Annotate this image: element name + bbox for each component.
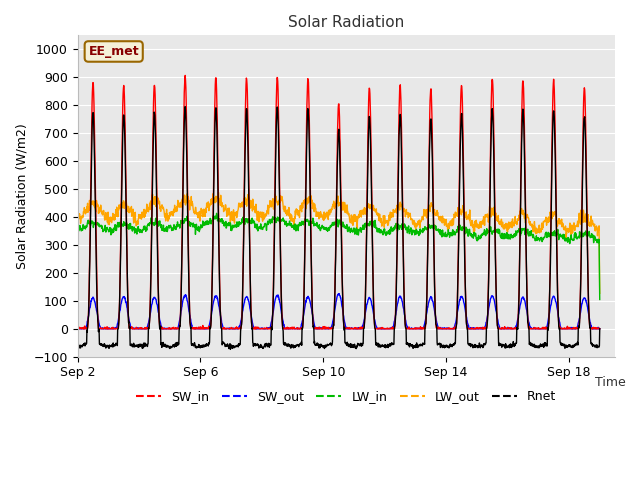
Text: Time: Time [595, 376, 626, 389]
Rnet [355, 341, 362, 347]
SW_out [74, 326, 82, 332]
Line: LW_out: LW_out [77, 192, 600, 293]
Rnet [227, 347, 234, 352]
SW_out [190, 326, 198, 332]
SW_in [88, 101, 96, 107]
Rnet [159, 343, 167, 349]
SW_in [181, 72, 189, 78]
Title: Solar Radiation: Solar Radiation [288, 15, 404, 30]
Text: EE_met: EE_met [88, 45, 139, 58]
SW_in [159, 326, 167, 332]
LW_in [189, 221, 197, 227]
LW_in [355, 232, 362, 238]
Legend: SW_in, SW_out, LW_in, LW_out, Rnet: SW_in, SW_out, LW_in, LW_out, Rnet [131, 385, 561, 408]
LW_out [481, 212, 489, 218]
LW_out [159, 205, 167, 211]
Rnet [88, 127, 96, 133]
SW_out [88, 296, 96, 301]
Line: Rnet: Rnet [77, 107, 600, 349]
Y-axis label: Solar Radiation (W/m2): Solar Radiation (W/m2) [15, 123, 28, 269]
SW_out [482, 323, 490, 329]
LW_out [214, 190, 222, 195]
SW_out [596, 326, 604, 332]
Rnet [181, 104, 189, 109]
SW_in [355, 325, 362, 331]
LW_in [88, 218, 96, 224]
SW_out [205, 324, 212, 330]
Rnet [190, 343, 198, 349]
LW_in [159, 222, 167, 228]
LW_in [204, 218, 212, 224]
Rnet [596, 326, 604, 332]
LW_out [596, 290, 604, 296]
Rnet [205, 341, 212, 347]
LW_out [189, 208, 197, 214]
Line: LW_in: LW_in [77, 213, 600, 300]
SW_out [74, 325, 81, 331]
LW_out [355, 215, 362, 220]
SW_in [190, 326, 198, 332]
LW_in [481, 228, 489, 234]
LW_out [88, 201, 96, 207]
SW_in [74, 326, 81, 332]
Rnet [482, 341, 490, 347]
LW_in [74, 227, 81, 232]
LW_out [74, 217, 81, 223]
LW_in [596, 297, 604, 302]
Line: SW_out: SW_out [77, 294, 600, 329]
SW_out [160, 326, 168, 332]
SW_out [355, 326, 362, 332]
LW_out [204, 199, 212, 205]
SW_in [596, 326, 604, 332]
Rnet [74, 344, 81, 349]
Line: SW_in: SW_in [77, 75, 600, 329]
SW_in [205, 326, 212, 332]
LW_in [212, 210, 220, 216]
SW_in [481, 324, 489, 330]
SW_out [335, 291, 342, 297]
